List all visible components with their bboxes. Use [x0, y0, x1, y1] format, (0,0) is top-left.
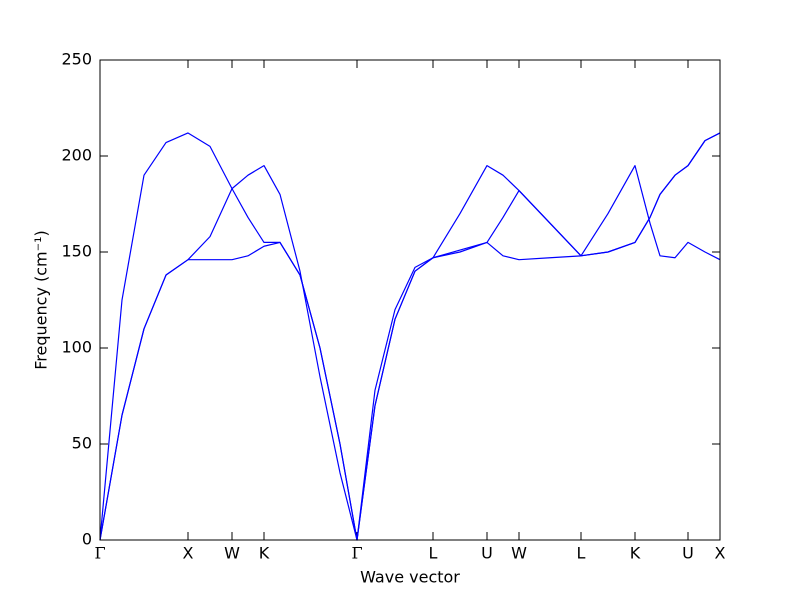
x-tick-label: W	[224, 544, 240, 563]
band-line	[99, 132, 721, 541]
y-tick-label: 0	[82, 530, 92, 549]
x-tick-label: U	[481, 544, 493, 563]
y-tick-label: 150	[61, 242, 92, 261]
x-tick-label: W	[511, 544, 527, 563]
x-tick-label: K	[259, 544, 270, 563]
y-tick-label: 200	[61, 146, 92, 165]
band-line	[99, 132, 721, 541]
x-tick-label: L	[577, 544, 586, 563]
y-axis-label: Frequency (cm⁻¹)	[32, 230, 51, 369]
y-tick-label: 250	[61, 50, 92, 69]
x-tick-label: U	[682, 544, 694, 563]
y-tick-label: 50	[72, 434, 92, 453]
x-tick-label: L	[429, 544, 438, 563]
x-tick-label: Γ	[351, 544, 362, 563]
plot-frame	[99, 59, 721, 541]
y-tick-label: 100	[61, 338, 92, 357]
x-tick-label: K	[630, 544, 641, 563]
x-tick-label: X	[183, 544, 194, 563]
x-tick-label: X	[715, 544, 726, 563]
x-tick-label: Γ	[94, 544, 105, 563]
x-axis-label: Wave vector	[360, 568, 460, 587]
